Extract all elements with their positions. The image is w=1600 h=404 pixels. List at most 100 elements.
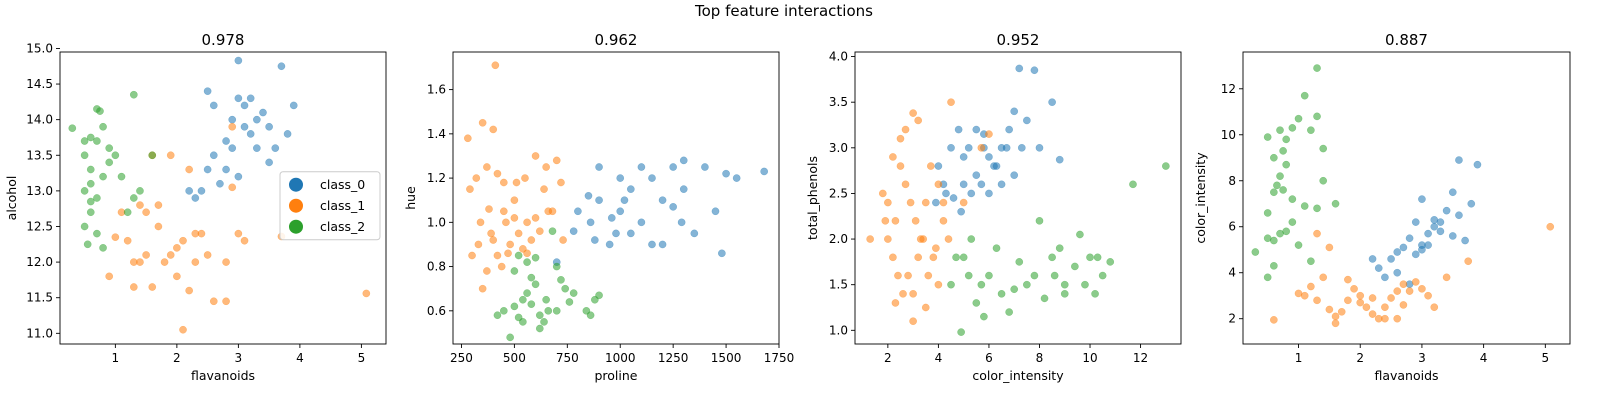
scatter-point-class_2 bbox=[1307, 257, 1315, 266]
scatter-point-class_2 bbox=[1294, 241, 1303, 249]
scatter-point-class_0 bbox=[209, 101, 218, 110]
scatter-point-class_2 bbox=[1270, 262, 1278, 270]
y-tick-label: 2 bbox=[1228, 312, 1236, 326]
scatter-point-class_1 bbox=[1424, 291, 1432, 300]
scatter-point-class_1 bbox=[489, 236, 498, 244]
x-tick-label: 2 bbox=[884, 351, 892, 365]
scatter-point-class_2 bbox=[1282, 135, 1290, 144]
scatter-point-class_2 bbox=[1263, 133, 1272, 141]
scatter-point-class_1 bbox=[901, 125, 910, 134]
scatter-point-class_0 bbox=[1010, 171, 1019, 179]
scatter-point-class_2 bbox=[1091, 290, 1099, 298]
scatter-point-class_1 bbox=[540, 185, 548, 193]
scatter-point-class_0 bbox=[658, 196, 667, 205]
scatter-point-class_0 bbox=[1374, 264, 1383, 272]
x-tick-label: 3 bbox=[1418, 351, 1426, 365]
scatter-point-class_2 bbox=[1288, 124, 1297, 132]
y-tick-label: 3.0 bbox=[829, 141, 848, 155]
scatter-point-class_1 bbox=[142, 208, 150, 217]
scatter-point-class_2 bbox=[130, 90, 138, 99]
scatter-point-class_2 bbox=[1048, 253, 1056, 262]
scatter-point-class_1 bbox=[502, 218, 510, 227]
scatter-point-class_0 bbox=[1430, 222, 1439, 231]
scatter-point-class_2 bbox=[519, 318, 527, 326]
plot-frame bbox=[854, 51, 1182, 345]
scatter-point-class_1 bbox=[884, 235, 892, 243]
scatter-point-class_2 bbox=[523, 258, 531, 266]
scatter-point-class_1 bbox=[1307, 282, 1315, 291]
scatter-point-class_1 bbox=[959, 198, 968, 207]
scatter-point-class_2 bbox=[93, 229, 101, 238]
scatter-point-class_2 bbox=[1279, 186, 1287, 194]
scatter-point-class_0 bbox=[1405, 234, 1414, 243]
scatter-point-class_0 bbox=[216, 179, 224, 188]
scatter-point-class_2 bbox=[1060, 290, 1069, 298]
y-axis-label: hue bbox=[403, 186, 418, 210]
y-axis-label: total_phenols bbox=[805, 156, 820, 240]
scatter-point-class_0 bbox=[586, 218, 595, 227]
scatter-point-class_0 bbox=[997, 180, 1006, 189]
scatter-point-class_0 bbox=[253, 144, 261, 152]
y-tick-label: 4.0 bbox=[829, 50, 848, 64]
x-tick-label: 3 bbox=[235, 351, 243, 365]
y-tick-label: 11.5 bbox=[26, 291, 53, 305]
scatter-point-class_0 bbox=[185, 187, 193, 195]
scatter-point-class_1 bbox=[889, 153, 897, 161]
scatter-point-class_1 bbox=[1344, 296, 1352, 305]
scatter-point-class_0 bbox=[669, 203, 677, 211]
scatter-point-class_0 bbox=[595, 163, 603, 171]
scatter-point-class_1 bbox=[222, 258, 230, 266]
scatter-point-class_2 bbox=[514, 251, 523, 260]
scatter-point-class_2 bbox=[1023, 280, 1031, 289]
scatter-point-class_0 bbox=[616, 207, 625, 216]
scatter-point-class_1 bbox=[939, 198, 948, 207]
y-tick-label: 1.4 bbox=[427, 127, 446, 141]
scatter-point-class_1 bbox=[542, 163, 550, 171]
scatter-point-class_1 bbox=[105, 272, 114, 281]
y-tick-label: 2.0 bbox=[829, 232, 848, 246]
scatter-point-class_2 bbox=[1005, 308, 1013, 316]
plot-frame bbox=[452, 51, 780, 345]
scatter-point-class_1 bbox=[527, 236, 536, 244]
scatter-point-class_0 bbox=[992, 162, 1001, 170]
scatter-point-class_0 bbox=[209, 151, 218, 160]
scatter-point-class_0 bbox=[679, 156, 688, 165]
scatter-point-class_2 bbox=[992, 244, 1001, 252]
y-axis-label: alcohol bbox=[4, 176, 19, 221]
scatter-point-class_0 bbox=[574, 207, 582, 216]
scatter-point-class_2 bbox=[552, 307, 561, 315]
scatter-point-class_1 bbox=[901, 180, 910, 189]
scatter-point-class_2 bbox=[136, 187, 144, 195]
scatter-point-class_1 bbox=[185, 286, 193, 295]
scatter-point-class_2 bbox=[977, 280, 986, 289]
scatter-point-class_1 bbox=[478, 284, 487, 293]
scatter-point-class_1 bbox=[899, 290, 907, 298]
scatter-point-class_1 bbox=[483, 267, 491, 275]
scatter-point-class_0 bbox=[605, 240, 614, 249]
scatter-point-class_2 bbox=[68, 124, 77, 133]
x-tick-label: 5 bbox=[358, 351, 366, 365]
x-tick-label: 1 bbox=[1295, 351, 1303, 365]
scatter-point-class_0 bbox=[760, 167, 768, 176]
scatter-point-class_2 bbox=[967, 235, 976, 243]
scatter-point-class_1 bbox=[906, 198, 915, 207]
scatter-point-class_2 bbox=[1106, 258, 1115, 266]
scatter-point-class_1 bbox=[911, 217, 920, 225]
scatter-point-class_0 bbox=[246, 130, 255, 138]
scatter-point-class_2 bbox=[531, 253, 540, 262]
scatter-point-class_1 bbox=[123, 236, 132, 245]
x-tick-label: 6 bbox=[985, 351, 993, 365]
scatter-point-class_0 bbox=[289, 101, 298, 110]
x-axis-label: color_intensity bbox=[972, 368, 1064, 383]
scatter-point-class_2 bbox=[519, 295, 527, 304]
scatter-point-class_1 bbox=[1368, 294, 1377, 302]
y-tick-label: 1.0 bbox=[829, 323, 848, 337]
scatter-point-class_0 bbox=[957, 207, 965, 216]
scatter-point-class_1 bbox=[173, 244, 181, 252]
scatter-point-class_1 bbox=[148, 283, 157, 291]
scatter-point-class_2 bbox=[1040, 294, 1049, 303]
scatter-point-class_1 bbox=[514, 229, 523, 238]
scatter-point-class_2 bbox=[86, 133, 95, 142]
scatter-point-class_1 bbox=[1270, 316, 1278, 324]
